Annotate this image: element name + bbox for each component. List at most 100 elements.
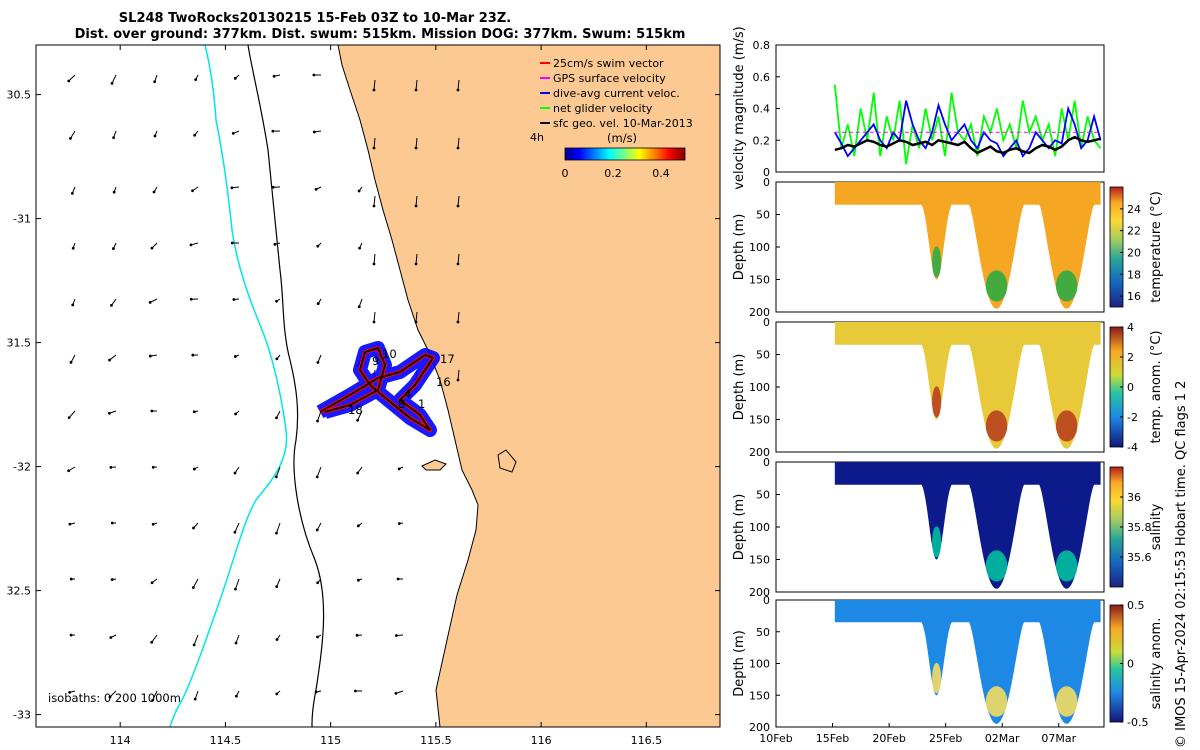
- colorbar-tick-label: 22: [1127, 225, 1141, 238]
- sfc-velocity-arrowhead: [193, 697, 197, 701]
- sfc-velocity-arrowhead: [67, 416, 71, 420]
- sfc-velocity-arrowhead: [153, 80, 157, 84]
- sfc-velocity-arrowhead: [275, 357, 279, 361]
- colorbar-tick-label: 35.8: [1127, 521, 1152, 534]
- track-label: 4: [404, 387, 411, 401]
- section-deep-anomaly: [932, 662, 942, 694]
- island-garden: [497, 449, 517, 473]
- sfc-velocity-arrowhead: [148, 301, 152, 304]
- depth-tick-label: 100: [749, 658, 770, 671]
- sfc-velocity-arrow: [415, 137, 418, 149]
- velocity-ylabel: velocity magnitude (m/s): [732, 26, 747, 189]
- sfc-velocity-arrowhead: [150, 581, 154, 585]
- sfc-velocity-arrowhead: [358, 246, 361, 250]
- sfc-velocity-arrow: [415, 195, 418, 207]
- isobath-1000m: [169, 45, 288, 727]
- sfc-velocity-arrowhead: [372, 204, 376, 208]
- sfc-velocity-arrow: [457, 311, 460, 323]
- legend-net: net glider velocity: [553, 102, 653, 115]
- sfc-velocity-arrowhead: [275, 416, 278, 420]
- time-label: 4h: [530, 131, 544, 144]
- sfc-velocity-arrow: [234, 522, 240, 533]
- colorbar-label: temperature (°C): [1149, 191, 1164, 303]
- section-deep-anomaly: [1055, 270, 1078, 302]
- sfc-velocity-arrowhead: [69, 633, 73, 637]
- sfc-velocity-arrowhead: [355, 633, 359, 637]
- map-ytick-label: -31: [13, 213, 31, 226]
- sfc-velocity-arrowhead: [151, 698, 155, 702]
- sfc-velocity-arrowhead: [68, 522, 72, 526]
- depth-axis-label: Depth (m): [732, 494, 747, 561]
- sfc-velocity-arrowhead: [316, 361, 320, 364]
- sfc-velocity-arrowhead: [230, 186, 234, 190]
- sfc-velocity-arrowhead: [194, 78, 198, 82]
- sfc-velocity-arrowhead: [69, 137, 72, 140]
- sfc-velocity-arrowhead: [71, 246, 75, 250]
- sfc-velocity-arrowhead: [396, 577, 400, 581]
- sfc-velocity-arrowhead: [456, 320, 460, 324]
- sfc-velocity-arrowhead: [192, 410, 196, 414]
- sfc-velocity-arrowhead: [234, 412, 237, 416]
- map-vectors: [67, 73, 460, 702]
- title-line1: SL248 TwoRocks20130215 15-Feb 03Z to 10-…: [119, 11, 511, 26]
- depth-tick-label: 100: [749, 521, 770, 534]
- depth-tick-label: 0: [763, 594, 770, 607]
- track-label: 18: [348, 403, 363, 417]
- map-legend: 25cm/s swim vector GPS surface velocity …: [530, 57, 693, 180]
- map-xtick-label: 115: [320, 734, 341, 747]
- sfc-velocity-arrowhead: [372, 88, 376, 92]
- sfc-velocity-arrowhead: [356, 578, 360, 582]
- map-ytick-label: -32: [13, 461, 31, 474]
- sfc-velocity-arrowhead: [275, 299, 278, 303]
- sfc-velocity-arrowhead: [316, 419, 319, 423]
- sfc-velocity-arrowhead: [189, 297, 193, 301]
- track-label: 17: [440, 352, 455, 366]
- sfc-velocity-arrowhead: [234, 587, 237, 591]
- colorbar-tick-label: -4: [1127, 441, 1138, 454]
- depth-tick-label: 50: [756, 349, 770, 362]
- depth-tick-label: 0: [763, 316, 770, 329]
- sfc-velocity-arrowhead: [275, 692, 279, 696]
- depth-axis-label: Depth (m): [732, 354, 747, 421]
- sfc-velocity-arrowhead: [112, 247, 115, 250]
- map-frame: [35, 44, 721, 728]
- sfc-velocity-arrowhead: [312, 73, 316, 77]
- sfc-velocity-arrow: [235, 634, 240, 644]
- depth-axis-label: Depth (m): [732, 630, 747, 697]
- section-deep-anomaly: [932, 526, 942, 558]
- sfc-velocity-arrowhead: [312, 130, 316, 134]
- section-deep-anomaly: [1055, 550, 1078, 582]
- legend-sfc: sfc geo. vel. 10-Mar-2013: [553, 117, 693, 130]
- sfc-velocity-arrow: [373, 137, 376, 149]
- sfc-velocity-arrowhead: [456, 262, 460, 266]
- map-ytick-label: 32.5: [7, 585, 32, 598]
- sfc-velocity-arrowhead: [112, 190, 116, 194]
- sfc-velocity-arrowhead: [316, 302, 320, 305]
- sfc-velocity-arrowhead: [231, 132, 235, 135]
- map-xtick-label: 114.5: [210, 734, 242, 747]
- velocity-ytick-label: 0: [763, 166, 770, 179]
- section-deep-anomaly: [932, 246, 942, 278]
- sfc-velocity-arrowhead: [315, 528, 319, 532]
- sfc-velocity-arrowhead: [191, 586, 195, 589]
- sfc-velocity-arrow: [275, 466, 281, 477]
- sfc-velocity-arrowhead: [272, 74, 276, 78]
- sfc-velocity-arrowhead: [273, 242, 277, 246]
- sfc-velocity-arrowhead: [275, 585, 279, 589]
- sfc-velocity-arrowhead: [193, 133, 197, 137]
- time-series-panels: 0 0.2 0.4 0.6 0.8 velocity magnitude (m/s) 0…: [732, 26, 1189, 748]
- sfc-velocity-arrow: [357, 410, 363, 421]
- sfc-velocity-arrowhead: [152, 190, 156, 194]
- depth-tick-label: 0: [763, 456, 770, 469]
- depth-tick-label: 100: [749, 241, 770, 254]
- sfc-velocity-arrowhead: [110, 81, 114, 85]
- colorbar-tick-label: 0: [1127, 381, 1134, 394]
- sfc-velocity-arrowhead: [67, 469, 71, 473]
- footer-credit: © IMOS 15-Apr-2024 02:15:53 Hobart time.…: [1174, 381, 1189, 748]
- section-deep-anomaly: [985, 270, 1008, 302]
- velocity-series-line: [834, 100, 1102, 158]
- colorbar-tick-label: 0.4: [652, 167, 670, 180]
- map-xtick-label: 115.5: [420, 734, 452, 747]
- legend-current: dive-avg current veloc.: [553, 87, 680, 100]
- sfc-velocity-arrow: [373, 253, 376, 265]
